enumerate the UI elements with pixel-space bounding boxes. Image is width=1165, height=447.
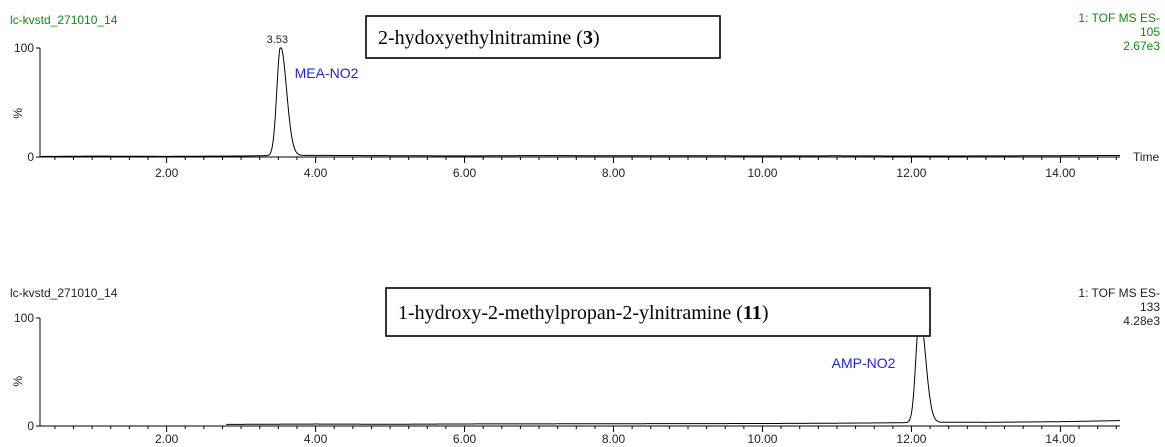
x-tick-label: 12.00 <box>896 432 926 446</box>
peak-compound-name: AMP-NO2 <box>832 355 896 371</box>
sample-name: lc-kvstd_271010_14 <box>10 286 118 300</box>
x-ticks <box>54 157 1117 163</box>
compound-callout: 2-hydoxyethylnitramine (3) <box>365 15 721 59</box>
channel-label: 105 <box>1140 25 1160 39</box>
y-axis-label: % <box>11 108 25 119</box>
callout-text: 2-hydoxyethylnitramine (3) <box>378 27 600 49</box>
peak-compound-name: MEA-NO2 <box>295 65 359 81</box>
intensity-label: 4.28e3 <box>1123 314 1160 328</box>
y-tick-label-max: 100 <box>14 311 34 325</box>
callout-box <box>365 15 721 59</box>
y-tick-label-max: 100 <box>14 41 34 55</box>
panel-bottom: lc-kvstd_271010_14 1: TOF MS ES- 133 4.2… <box>10 286 1160 446</box>
callout-text: 1-hydroxy-2-methylpropan-2-ylnitramine (… <box>398 302 768 324</box>
sample-name: lc-kvstd_271010_14 <box>10 13 118 27</box>
callout-box <box>385 287 931 337</box>
x-tick-label: 4.00 <box>304 432 328 446</box>
x-tick-label: 12.00 <box>896 166 926 180</box>
x-tick-label: 4.00 <box>304 166 328 180</box>
chromatogram-trace <box>226 317 1121 425</box>
panel-top: lc-kvstd_271010_14 1: TOF MS ES- 105 2.6… <box>10 11 1160 180</box>
x-axis-label: Time <box>1133 150 1160 164</box>
x-tick-label: 2.00 <box>155 166 179 180</box>
chromatogram-trace <box>39 47 1121 157</box>
x-ticks <box>54 426 1117 432</box>
intensity-label: 2.67e3 <box>1123 39 1160 53</box>
x-tick-label: 8.00 <box>602 166 626 180</box>
function-label: 1: TOF MS ES- <box>1078 11 1160 25</box>
compound-callout: 1-hydroxy-2-methylpropan-2-ylnitramine (… <box>385 287 931 337</box>
x-tick-label: 6.00 <box>453 166 477 180</box>
x-tick-label: 8.00 <box>602 432 626 446</box>
x-tick-label: 14.00 <box>1045 166 1075 180</box>
x-tick-label: 10.00 <box>747 166 777 180</box>
x-tick-label: 14.00 <box>1045 432 1075 446</box>
x-tick-label: 6.00 <box>453 432 477 446</box>
y-axis-label: % <box>11 376 25 387</box>
x-tick-label: 10.00 <box>747 432 777 446</box>
function-label: 1: TOF MS ES- <box>1078 286 1160 300</box>
y-tick-label-min: 0 <box>27 419 34 433</box>
channel-label: 133 <box>1140 300 1160 314</box>
x-tick-label: 2.00 <box>155 432 179 446</box>
peak-retention-time: 3.53 <box>267 34 288 46</box>
y-tick-label-min: 0 <box>27 150 34 164</box>
